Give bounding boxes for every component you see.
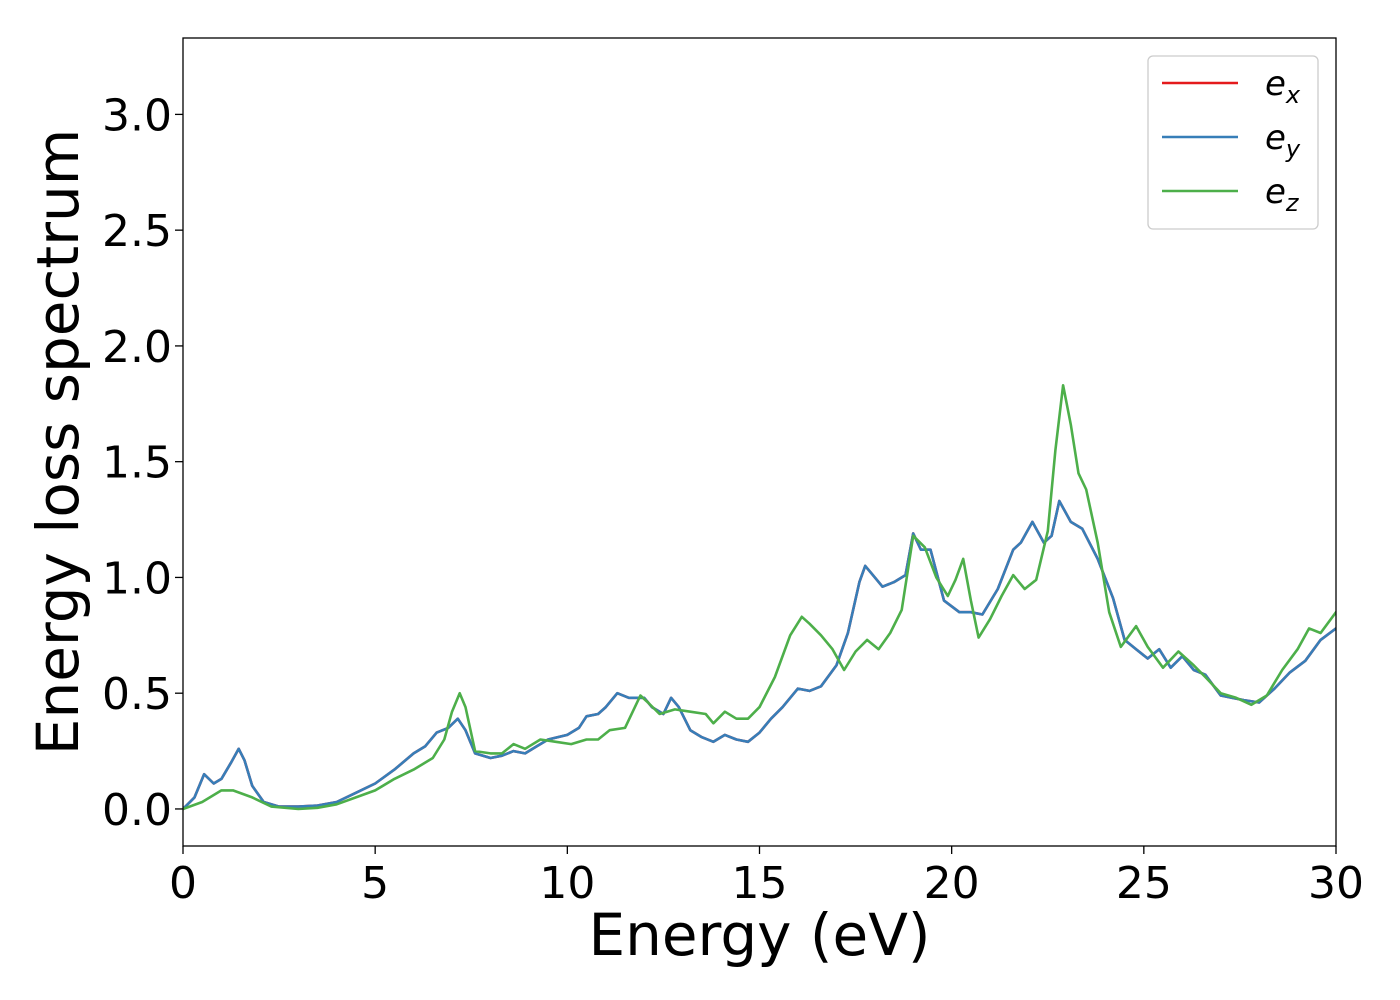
y-tick-label: 0.0 [102,785,172,836]
y-axis: 0.0 0.5 1.0 1.5 2.0 2.5 3.0 [102,90,183,836]
y-tick-label: 3.0 [102,90,172,141]
series-line-e-z [183,384,1336,811]
series-layer [183,384,1336,811]
x-axis-title: Energy (eV) [588,901,930,969]
x-tick-label: 20 [924,858,980,909]
y-tick-label: 2.0 [102,322,172,373]
legend-label-e-x: ex [1265,64,1301,109]
x-tick-label: 25 [1116,858,1172,909]
legend-box [1147,55,1319,230]
y-tick-label: 1.5 [102,438,172,489]
legend-label-e-y: ey [1265,118,1301,163]
y-tick-label: 1.0 [102,553,172,604]
y-tick-label: 2.5 [102,206,172,257]
x-tick-label: 30 [1308,858,1364,909]
legend: ex ey ez [1147,55,1319,230]
x-tick-label: 5 [361,858,389,909]
y-axis-title: Energy loss spectrum [24,129,92,755]
x-tick-label: 10 [539,858,595,909]
x-axis: 0 5 10 15 20 25 30 [169,846,1364,909]
y-tick-label: 0.5 [102,669,172,720]
x-tick-label: 0 [169,858,197,909]
x-tick-label: 15 [732,858,788,909]
legend-label-e-z: ez [1265,172,1300,217]
